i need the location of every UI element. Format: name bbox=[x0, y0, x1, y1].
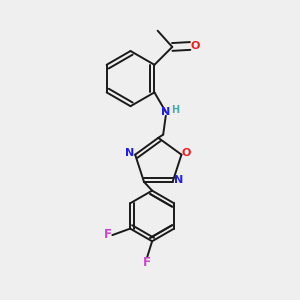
Text: O: O bbox=[191, 41, 200, 51]
Text: O: O bbox=[182, 148, 191, 158]
Text: F: F bbox=[103, 228, 112, 241]
Text: F: F bbox=[143, 256, 151, 269]
Text: N: N bbox=[161, 107, 170, 117]
Text: N: N bbox=[125, 148, 134, 158]
Text: H: H bbox=[171, 105, 179, 115]
Text: N: N bbox=[174, 175, 183, 185]
